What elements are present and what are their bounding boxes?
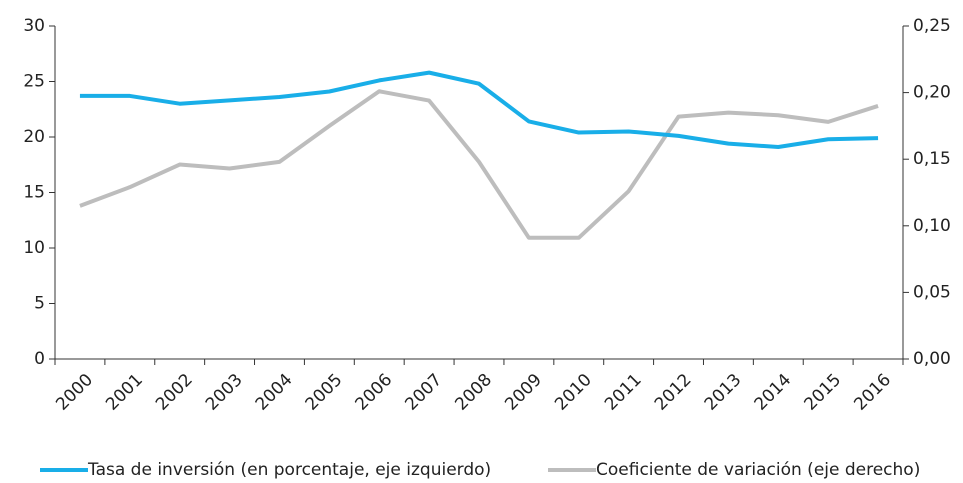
y-tick-label: 25 xyxy=(23,72,45,92)
y2-tick-label: 0,00 xyxy=(913,349,951,369)
x-tick-label: 2012 xyxy=(651,370,696,415)
x-tick-label: 2004 xyxy=(252,370,297,415)
x-tick-label: 2006 xyxy=(352,370,397,415)
x-tick-label: 2003 xyxy=(202,370,247,415)
y2-tick-label: 0,10 xyxy=(913,216,951,236)
legend-label: Coeficiente de variación (eje derecho) xyxy=(596,460,920,480)
x-tick-label: 2014 xyxy=(751,370,796,415)
x-tick-label: 2015 xyxy=(801,370,846,415)
x-tick-label: 2000 xyxy=(52,370,97,415)
y2-tick-label: 0,05 xyxy=(913,282,951,302)
y-tick-label: 20 xyxy=(23,127,45,147)
y2-tick-label: 0,15 xyxy=(913,149,951,169)
x-tick-label: 2011 xyxy=(601,370,646,415)
x-tick-label: 2010 xyxy=(551,370,596,415)
x-tick-label: 2007 xyxy=(401,370,446,415)
x-tick-label: 2002 xyxy=(152,370,197,415)
y-tick-label: 10 xyxy=(23,238,45,258)
x-tick-label: 2009 xyxy=(501,370,546,415)
x-tick-label: 2016 xyxy=(850,370,895,415)
y-tick-label: 30 xyxy=(23,16,45,36)
y-tick-label: 5 xyxy=(34,294,45,314)
y-tick-label: 15 xyxy=(23,183,45,203)
y2-tick-label: 0,20 xyxy=(913,83,951,103)
x-tick-label: 2013 xyxy=(701,370,746,415)
x-tick-label: 2008 xyxy=(451,370,496,415)
line-series xyxy=(79,70,879,149)
line-series xyxy=(79,89,879,240)
y-tick-label: 0 xyxy=(34,349,45,369)
x-tick-label: 2001 xyxy=(102,370,147,415)
x-tick-label: 2005 xyxy=(302,370,347,415)
y2-tick-label: 0,25 xyxy=(913,16,951,36)
legend-label: Tasa de inversión (en porcentaje, eje iz… xyxy=(87,460,491,480)
